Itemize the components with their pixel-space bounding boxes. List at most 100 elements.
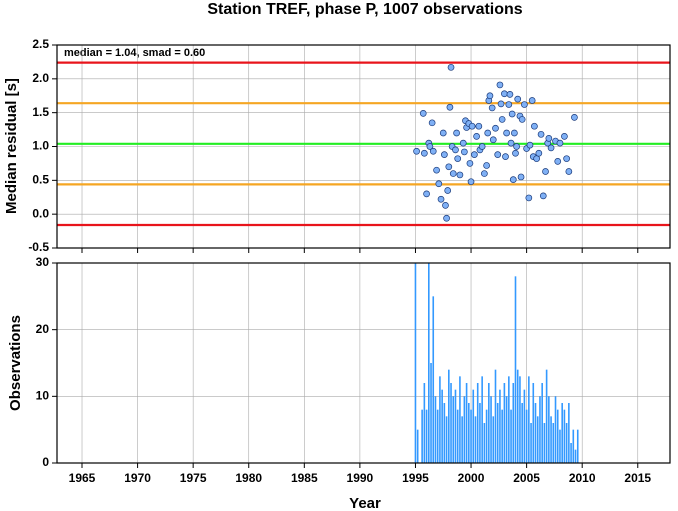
scatter-point [421, 149, 428, 157]
scatter-point [453, 129, 460, 137]
scatter-point [506, 91, 514, 98]
panel-frame [56, 44, 671, 249]
scatter-point [468, 122, 476, 130]
scatter-point [433, 166, 440, 174]
scatter-point [437, 195, 445, 203]
chart-title: Station TREF, phase P, 1007 observations [207, 1, 522, 18]
x-axis-label: Year [349, 495, 381, 511]
bar [519, 376, 521, 463]
scatter-point [518, 116, 526, 123]
bar [463, 396, 466, 463]
bar [414, 263, 417, 463]
y-tick-label: 1.5 [32, 105, 49, 119]
scatter-point [537, 130, 545, 138]
scatter-point [419, 109, 427, 117]
scatter-point [447, 63, 455, 71]
bar [534, 403, 537, 463]
y-tick-label: 2.5 [32, 37, 49, 51]
bar [492, 416, 495, 463]
scatter-point [512, 149, 519, 157]
bar [428, 263, 430, 463]
scatter-point [473, 133, 480, 140]
bar [570, 443, 572, 463]
scatter-point [459, 139, 467, 147]
bar [445, 416, 448, 463]
bar [548, 396, 550, 463]
bar [459, 376, 461, 463]
x-tick-label: 1995 [402, 471, 429, 485]
bar [483, 423, 486, 463]
scatter-point [508, 110, 516, 118]
bar [461, 416, 463, 463]
bar [568, 403, 570, 463]
scatter-point [507, 139, 515, 147]
bar [470, 409, 472, 463]
scatter-point [456, 171, 464, 179]
scatter-point [513, 143, 520, 150]
scatter-point [535, 149, 543, 157]
bar [561, 403, 563, 463]
bar [501, 409, 503, 463]
scatter-point [563, 155, 570, 163]
bar [543, 423, 546, 463]
bar [572, 429, 575, 463]
scatter-point [467, 178, 475, 186]
x-tick-label: 2010 [569, 471, 596, 485]
scatter-point [501, 90, 508, 98]
scatter-point [528, 97, 536, 104]
scatter-point [545, 135, 553, 142]
bar [423, 383, 426, 463]
bar [439, 376, 441, 463]
bar [530, 423, 532, 463]
bar [565, 423, 568, 463]
scatter-point [492, 124, 499, 132]
bar [416, 429, 419, 463]
x-tick-label: 1980 [235, 471, 262, 485]
scatter-point [556, 139, 564, 147]
scatter-point [503, 129, 510, 137]
bar [441, 389, 443, 463]
bar [510, 409, 512, 463]
bar [452, 396, 455, 463]
y-tick-label: 0.5 [32, 173, 49, 187]
bar [550, 416, 552, 463]
bar [454, 389, 457, 463]
scatter-point [426, 143, 434, 150]
bar [503, 383, 506, 463]
scatter-point [521, 101, 528, 108]
scatter-point [526, 141, 534, 149]
bar [436, 409, 439, 463]
scatter-point [511, 129, 518, 137]
bar [479, 403, 481, 463]
scatter-point [428, 119, 436, 127]
scatter-point [517, 173, 525, 181]
scatter-point [554, 158, 562, 165]
bar [434, 396, 437, 463]
y-tick-label: -0.5 [28, 240, 49, 254]
y-tick-label: 0 [42, 455, 49, 469]
scatter-point [571, 114, 578, 121]
x-tick-label: 1975 [180, 471, 207, 485]
scatter-point [443, 214, 450, 222]
scatter-point [466, 160, 474, 167]
scatter-point [498, 116, 506, 123]
bar [554, 396, 557, 463]
bar [532, 383, 535, 463]
scatter-point [449, 170, 457, 177]
bar [539, 396, 541, 463]
bar [496, 403, 499, 463]
bar [523, 389, 526, 463]
bar [472, 389, 475, 463]
scatter-point [497, 100, 505, 108]
scatter-point [483, 162, 490, 169]
scatter-point [435, 180, 443, 188]
x-tick-label: 1970 [124, 471, 151, 485]
bar [505, 396, 508, 463]
scatter-point [565, 168, 573, 175]
scatter-point [486, 92, 494, 100]
x-tick-label: 2015 [624, 471, 651, 485]
y-tick-label: 20 [36, 322, 50, 336]
scatter-point [452, 146, 459, 154]
bar [425, 409, 428, 463]
scatter-point [496, 81, 504, 89]
